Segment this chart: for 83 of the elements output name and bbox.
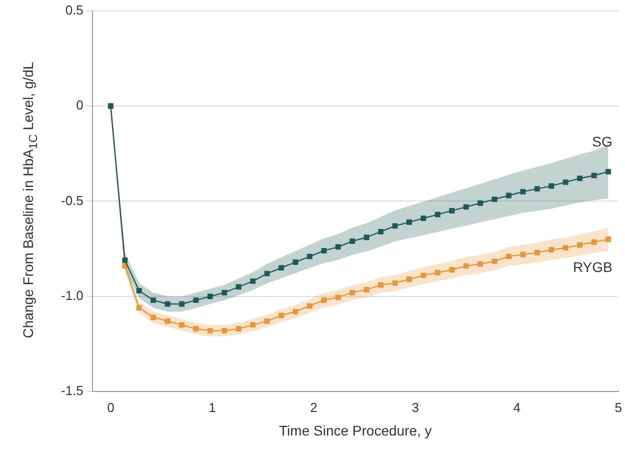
point	[478, 261, 484, 267]
point	[136, 305, 142, 311]
point	[179, 322, 184, 328]
point	[534, 186, 540, 192]
point	[562, 179, 568, 185]
x-tick-label: 0	[107, 400, 114, 415]
point	[306, 303, 312, 309]
point	[321, 297, 327, 303]
point	[577, 242, 583, 248]
point	[264, 318, 270, 324]
x-tick-label: 1	[208, 400, 216, 415]
point	[150, 314, 156, 320]
point	[520, 188, 526, 194]
point	[434, 212, 440, 218]
point	[463, 204, 469, 210]
point	[164, 301, 170, 307]
point	[321, 248, 327, 254]
y-tick-label: -1.0	[60, 288, 84, 303]
point	[122, 263, 128, 269]
x-axis-title: Time Since Procedure, y	[279, 422, 432, 438]
point	[492, 196, 498, 202]
point	[562, 245, 568, 251]
point	[193, 297, 199, 303]
point	[606, 236, 611, 242]
point	[207, 328, 213, 334]
point	[335, 244, 341, 250]
point	[278, 265, 284, 271]
point	[591, 239, 597, 245]
point	[306, 254, 312, 260]
x-tick-label: 3	[412, 400, 419, 415]
point	[406, 276, 412, 282]
point	[292, 259, 298, 265]
point	[264, 270, 270, 276]
point	[136, 288, 142, 294]
point	[150, 297, 156, 303]
point	[392, 280, 398, 286]
point	[506, 254, 512, 260]
x-tick-label: 4	[513, 400, 520, 415]
point	[164, 318, 170, 324]
point	[463, 263, 469, 269]
x-tick-label: 2	[310, 400, 318, 415]
point	[350, 238, 356, 244]
point	[392, 223, 398, 229]
point	[420, 272, 426, 278]
point	[250, 278, 256, 284]
point	[250, 322, 256, 328]
y-tick-label: 0.5	[65, 2, 84, 18]
point	[492, 258, 498, 264]
y-tick-label: -1.5	[60, 383, 84, 398]
series-label: SG	[592, 134, 612, 150]
point	[506, 192, 512, 198]
point	[179, 301, 184, 307]
point	[606, 168, 611, 174]
point	[434, 270, 440, 276]
point	[577, 176, 583, 182]
point	[478, 200, 484, 206]
point	[122, 258, 128, 263]
y-tick-label: 0	[76, 98, 84, 113]
point	[335, 294, 341, 300]
point	[222, 290, 228, 296]
point	[449, 267, 455, 272]
point	[364, 234, 370, 240]
point	[378, 228, 384, 234]
point	[378, 282, 384, 288]
point	[520, 252, 526, 258]
series-label: RYGB	[572, 259, 612, 276]
point	[548, 247, 554, 252]
point	[548, 183, 554, 189]
point	[236, 326, 242, 332]
point	[236, 284, 242, 290]
point	[222, 328, 228, 334]
point	[420, 216, 426, 222]
point	[350, 290, 356, 296]
point	[292, 308, 298, 314]
point	[364, 287, 370, 292]
point	[193, 326, 199, 332]
point	[406, 219, 412, 225]
point	[534, 250, 540, 256]
point	[449, 208, 455, 214]
point	[278, 312, 284, 318]
y-tick-label: -0.5	[60, 192, 84, 208]
point	[207, 294, 213, 300]
x-tick-label: 5	[614, 400, 622, 415]
